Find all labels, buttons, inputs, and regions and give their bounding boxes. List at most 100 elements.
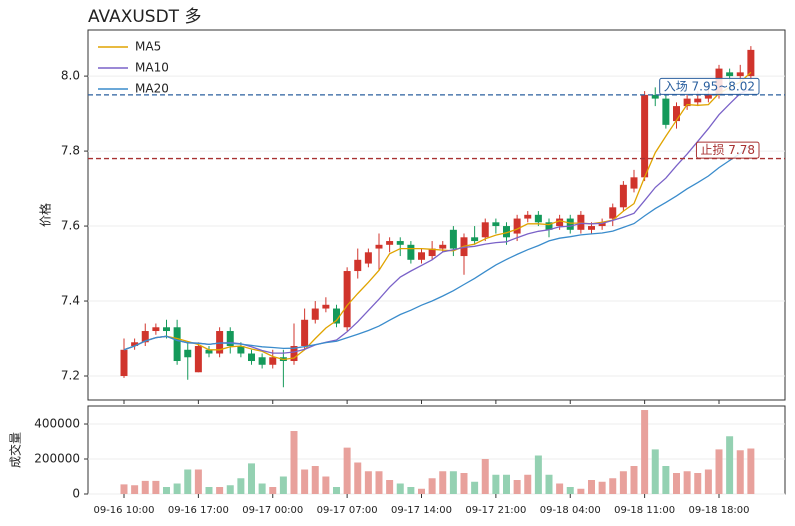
volume-bar (481, 459, 489, 494)
volume-bar (534, 455, 542, 494)
candle-body (141, 331, 149, 343)
candle-body (248, 353, 255, 362)
candle-body (439, 244, 447, 249)
volume-bar (630, 466, 638, 494)
candle-body (609, 207, 617, 219)
candle-body (513, 218, 521, 234)
candle-body (630, 177, 638, 189)
candle-body (524, 214, 532, 219)
volume-bar (343, 447, 351, 494)
volume-bar (619, 471, 627, 494)
candle-body (322, 304, 330, 309)
volume-bar (248, 463, 255, 494)
candle-body (131, 342, 139, 347)
candle-body (269, 357, 277, 365)
volume-axis-label: 成交量 (8, 432, 23, 468)
candle-body (662, 98, 670, 125)
candle-body (683, 98, 691, 107)
volume-bar (216, 487, 224, 494)
volume-bar (163, 487, 170, 494)
volume-bar (524, 474, 532, 494)
candle-body (747, 49, 755, 77)
volume-bar (173, 483, 181, 494)
y-tick-label: 7.6 (61, 219, 80, 233)
volume-bar (290, 431, 298, 494)
volume-bar (683, 471, 691, 494)
candle-body (641, 94, 649, 178)
candle-body (205, 349, 213, 354)
candle-body (237, 346, 245, 354)
candle-body (184, 349, 192, 358)
volume-bar (194, 469, 202, 494)
candle-body (503, 226, 510, 238)
y-axis-label: 价格 (38, 203, 53, 227)
volume-bar (460, 473, 468, 494)
volume-bar (715, 449, 723, 494)
level-label-box (659, 77, 760, 95)
volume-bar (226, 485, 234, 494)
candle-body (556, 218, 564, 227)
legend-label: MA20 (135, 82, 169, 96)
y-tick-label: 200000 (34, 452, 80, 466)
candle-body (726, 72, 734, 77)
volume-bar (609, 478, 617, 494)
y-tick-label: 7.4 (61, 294, 80, 308)
volume-bar (333, 487, 340, 494)
volume-bar (651, 449, 659, 494)
volume-bar (396, 483, 404, 494)
volume-bar (354, 462, 362, 494)
legend-label: MA10 (135, 61, 169, 75)
level-label: 止损 7.78 (695, 141, 760, 159)
volume-bar (736, 450, 744, 494)
candle-body (407, 244, 415, 260)
volume-bar (375, 471, 383, 494)
candle-body (364, 252, 372, 264)
volume-bar (364, 471, 372, 494)
volume-bar (694, 473, 702, 494)
volume-bar (577, 488, 585, 494)
candle-body (471, 237, 479, 242)
candle-body (428, 248, 436, 257)
volume-bar (471, 481, 479, 494)
candle-body (588, 226, 595, 230)
volume-bar (556, 483, 564, 494)
candle-body (651, 94, 659, 99)
candle-body (354, 259, 362, 272)
volume-frame (87, 405, 786, 495)
price-frame (87, 29, 786, 401)
candle-body (396, 241, 404, 245)
volume-bar (726, 436, 734, 494)
y-tick-label: 7.2 (61, 369, 80, 383)
volume-bar (279, 476, 287, 494)
y-tick-label: 0 (72, 487, 80, 501)
candle-body (449, 229, 457, 249)
x-tick-label: 09-18 18:00 (688, 505, 749, 516)
candle-body (736, 72, 744, 77)
candle-body (152, 327, 160, 332)
candle-body (226, 331, 234, 347)
volume-bar (566, 487, 574, 494)
volume-bar (418, 488, 425, 494)
candle-body (545, 222, 553, 230)
volume-bar (258, 483, 266, 494)
volume-bar (673, 473, 680, 494)
x-tick-label: 09-18 04:00 (540, 505, 601, 516)
volume-bar (131, 485, 139, 494)
candle-body (481, 222, 489, 238)
candle-body (598, 222, 606, 227)
ma-line (123, 88, 752, 354)
candle-body (375, 244, 383, 249)
volume-bar (269, 487, 277, 494)
y-tick-label: 400000 (34, 417, 80, 431)
x-tick-label: 09-17 07:00 (317, 505, 378, 516)
candle-body (619, 184, 627, 208)
volume-bar (407, 487, 415, 494)
x-tick-label: 09-17 00:00 (242, 505, 303, 516)
volume-bar (598, 481, 606, 494)
y-tick-label: 7.8 (61, 144, 80, 158)
ma-line (123, 144, 752, 351)
candle-body (694, 98, 702, 103)
volume-bar (747, 448, 755, 494)
x-tick-label: 09-17 14:00 (391, 505, 452, 516)
candle-body (534, 214, 542, 223)
